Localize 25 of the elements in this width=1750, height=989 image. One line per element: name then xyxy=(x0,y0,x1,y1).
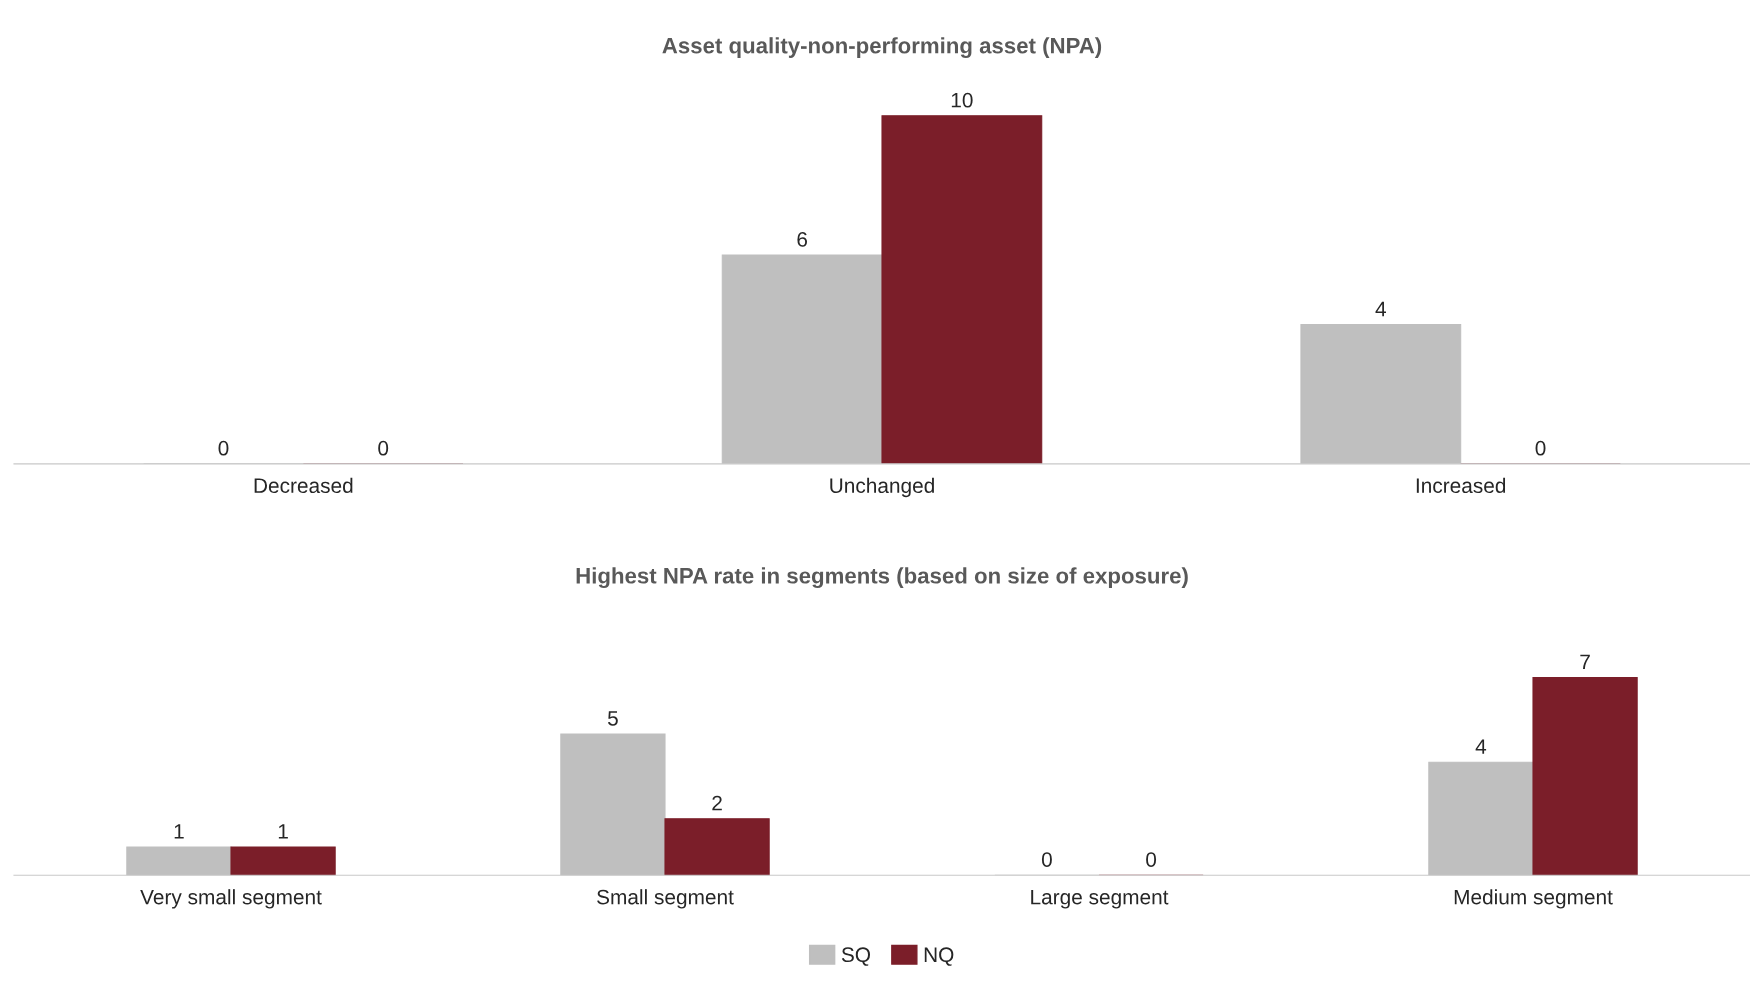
chart-title: Highest NPA rate in segments (based on size of exposure) xyxy=(576,567,1188,589)
data-label: 4 xyxy=(1475,739,1487,754)
data-label: 7 xyxy=(1580,654,1590,669)
x-tick-label: Small segment xyxy=(597,889,734,909)
data-label: 0 xyxy=(1535,440,1546,456)
data-label: 10 xyxy=(951,92,973,108)
data-label: 2 xyxy=(712,795,722,811)
data-label: 1 xyxy=(278,824,288,839)
data-label: 0 xyxy=(378,440,389,456)
data-label: 5 xyxy=(607,711,618,726)
data-label: 1 xyxy=(174,824,184,839)
x-tick-label: Very small segment xyxy=(140,889,322,909)
data-label: 0 xyxy=(1041,852,1052,867)
data-label: 0 xyxy=(218,440,229,456)
legend-label: SQ xyxy=(841,947,871,966)
data-label: 0 xyxy=(1146,852,1157,867)
x-tick-label: Decreased xyxy=(254,477,353,494)
chart-title: Asset quality-non-performing asset (NPA) xyxy=(662,37,1102,59)
data-label: 4 xyxy=(1375,301,1386,317)
x-tick-label: Large segment xyxy=(1031,889,1169,909)
x-tick-label: Increased xyxy=(1416,477,1506,494)
data-label: 6 xyxy=(797,232,808,247)
legend-label: NQ xyxy=(924,947,954,966)
x-tick-label: Medium segment xyxy=(1454,889,1613,909)
x-tick-label: Unchanged xyxy=(830,477,934,498)
